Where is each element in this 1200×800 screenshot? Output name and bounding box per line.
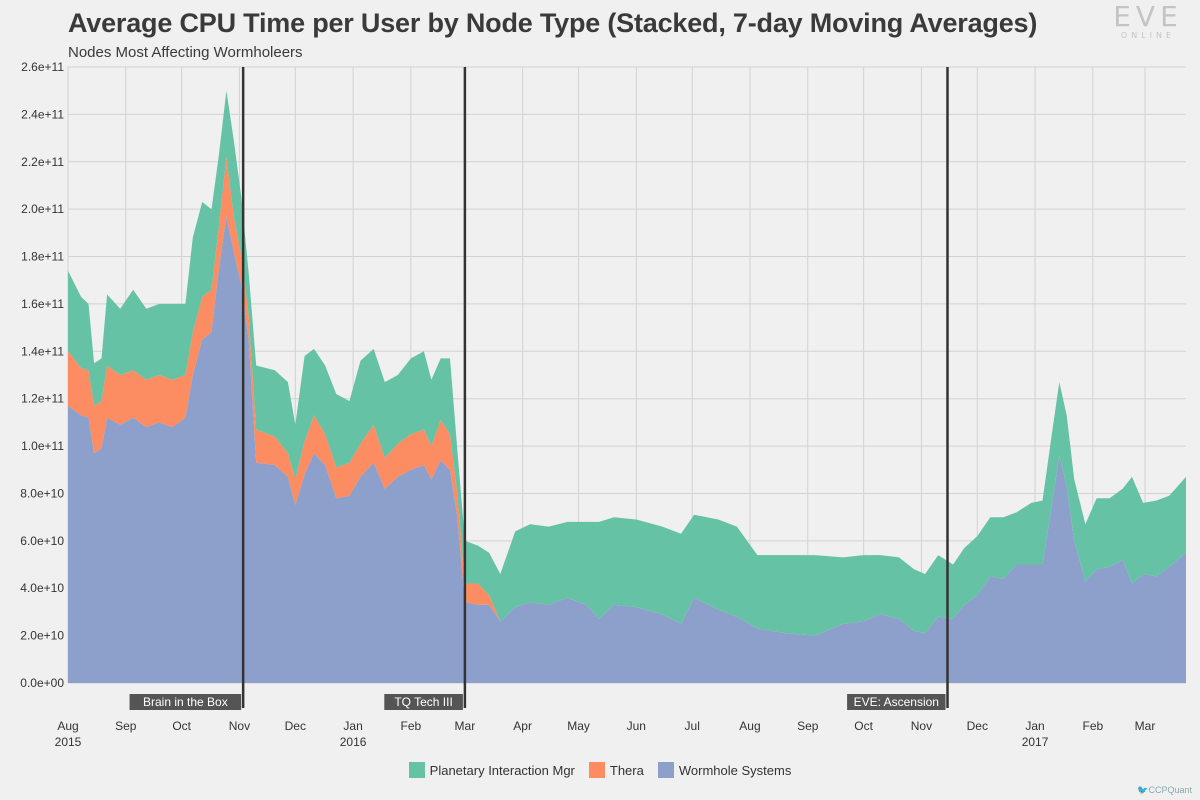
y-tick-label: 1.0e+11 xyxy=(21,439,64,453)
y-tick-label: 8.0e+10 xyxy=(20,486,64,500)
legend-item: Wormhole Systems xyxy=(657,762,792,778)
x-tick-label: Sep xyxy=(797,719,819,733)
y-tick-label: 2.0e+10 xyxy=(20,629,64,643)
y-tick-label: 2.4e+11 xyxy=(21,107,64,121)
x-tick-label: May xyxy=(567,719,590,733)
area-planetary-interaction-mgr xyxy=(68,90,1186,636)
y-tick-label: 1.6e+11 xyxy=(21,297,64,311)
x-tick-label: Jun xyxy=(627,719,646,733)
chart-subtitle: Nodes Most Affecting Wormholeers xyxy=(68,44,303,61)
legend-item: Planetary Interaction Mgr xyxy=(408,762,575,778)
event-label: TQ Tech III xyxy=(394,695,452,709)
y-tick-label: 2.0e+11 xyxy=(21,202,64,216)
event-label-bg xyxy=(129,694,242,710)
legend-item: Thera xyxy=(588,762,644,778)
event-label: EVE: Ascension xyxy=(854,695,939,709)
x-tick-label: Dec xyxy=(967,719,988,733)
x-tick-label: Mar xyxy=(455,719,476,733)
logo-sub-text: ONLINE xyxy=(1120,31,1176,40)
legend-swatch xyxy=(588,762,605,778)
area-wormhole-systems xyxy=(68,216,1186,684)
x-tick-label: Apr xyxy=(513,719,532,733)
x-tick-label: Nov xyxy=(911,719,932,733)
x-tick-label: Jul xyxy=(685,719,700,733)
y-tick-label: 1.8e+11 xyxy=(21,250,64,264)
legend-label: Wormhole Systems xyxy=(678,762,792,778)
event-label-bg xyxy=(384,694,463,710)
x-tick-label: Nov xyxy=(229,719,250,733)
x-tick-label: Sep xyxy=(115,719,137,733)
legend-label: Planetary Interaction Mgr xyxy=(429,762,575,778)
y-tick-label: 2.2e+11 xyxy=(21,155,64,169)
chart-legend: Planetary Interaction Mgr Thera Wormhole S… xyxy=(0,762,1200,778)
x-tick-year-label: 2016 xyxy=(340,735,367,749)
x-tick-label: Oct xyxy=(854,719,873,733)
y-tick-label: 1.2e+11 xyxy=(21,392,64,406)
twitter-credit: 🐦CCPQuant xyxy=(1137,785,1192,795)
legend-swatch xyxy=(657,762,674,778)
eve-online-logo: EVE ONLINE xyxy=(1110,2,1186,40)
legend-swatch xyxy=(408,762,425,778)
y-tick-label: 2.6e+11 xyxy=(21,60,64,74)
x-tick-label: Jan xyxy=(1025,719,1044,733)
event-label: Brain in the Box xyxy=(143,695,228,709)
x-tick-label: Jan xyxy=(343,719,362,733)
y-tick-label: 4.0e+10 xyxy=(20,581,64,595)
x-tick-year-label: 2017 xyxy=(1022,735,1049,749)
y-tick-label: 1.4e+11 xyxy=(21,344,64,358)
y-tick-label: 6.0e+10 xyxy=(20,534,64,548)
x-tick-label: Aug xyxy=(57,719,78,733)
event-label-bg xyxy=(847,694,946,710)
x-tick-label: Aug xyxy=(739,719,760,733)
x-tick-label: Mar xyxy=(1135,719,1156,733)
x-tick-label: Feb xyxy=(1082,719,1103,733)
legend-label: Thera xyxy=(609,762,644,778)
x-tick-year-label: 2015 xyxy=(55,735,82,749)
logo-main-text: EVE xyxy=(1113,0,1183,33)
x-tick-label: Oct xyxy=(172,719,191,733)
chart-title: Average CPU Time per User by Node Type (… xyxy=(68,8,1038,38)
x-tick-label: Dec xyxy=(285,719,306,733)
x-tick-label: Feb xyxy=(401,719,422,733)
y-tick-label: 0.0e+00 xyxy=(20,676,64,690)
